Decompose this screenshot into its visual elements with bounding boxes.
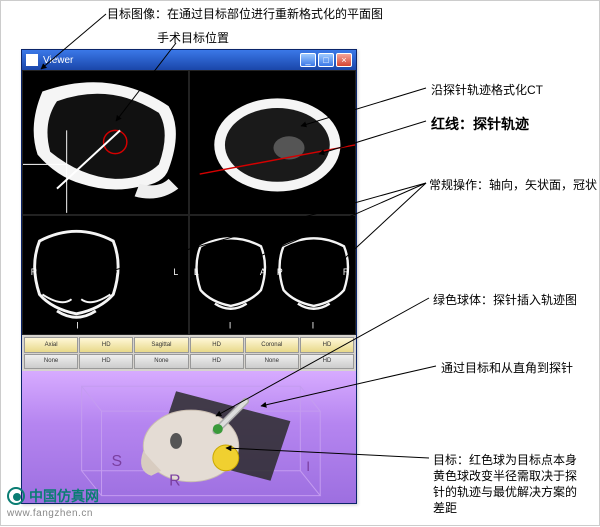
ctrl-hd2[interactable]: HD [190,337,244,353]
ctrl-axial[interactable]: Axial [24,337,78,353]
ct-pane-oblique[interactable] [189,70,356,215]
ctrl-hd1b[interactable]: HD [79,354,133,370]
annotation-surgery-position: 手术目标位置 [157,29,229,46]
close-button[interactable]: × [336,53,352,67]
window-title: Viewer [43,55,300,66]
ct-pane-sagittal[interactable] [22,70,189,215]
label-R: R [31,267,37,277]
annotation-redline: 红线：探针轨迹 [431,114,529,134]
viewer-window: Viewer _ □ × [21,49,357,504]
ct-pane-coronal-right[interactable]: L A I P R I [189,215,356,335]
annotation-through-target: 通过目标和从直角到探针 [441,359,573,376]
ctrl-hd2b[interactable]: HD [190,354,244,370]
ctrl-coronal[interactable]: Coronal [245,337,299,353]
ctrl-sagittal[interactable]: Sagittal [134,337,188,353]
ctrl-hd1[interactable]: HD [79,337,133,353]
watermark-url: www.fangzhen.cn [7,508,99,519]
ctrl-hd3[interactable]: HD [300,337,354,353]
view3d-label-R: R [169,473,180,490]
view3d-panel[interactable]: S R I [22,371,356,503]
label-I: I [76,320,78,330]
annotation-target-desc3: 针的轨迹与最优解决方案的 [433,483,577,500]
label-P: P [276,267,282,277]
ctrl-none2[interactable]: None [134,354,188,370]
watermark: 中国仿真网 www.fangzhen.cn [7,486,99,519]
annotation-target-image: 目标图像：在通过目标部位进行重新格式化的平面图 [107,5,383,22]
label-R2: R [342,267,348,277]
view3d-label-S: S [111,453,122,470]
watermark-name: 中国仿真网 [29,486,99,506]
app-icon [26,54,38,66]
minimize-button[interactable]: _ [300,53,316,67]
label-I2: I [311,320,313,330]
ctrl-hd3b[interactable]: HD [300,354,354,370]
controls-strip: Axial None HD HD Sagittal None HD HD Cor… [22,335,356,371]
label-I: I [229,320,231,330]
label-L: L [173,267,178,277]
ct-grid: R L I L A I P R I [22,70,356,335]
watermark-logo-icon [7,487,25,505]
annotation-green-sphere: 绿色球体：探针插入轨迹图 [433,291,577,308]
maximize-button[interactable]: □ [318,53,334,67]
annotation-target-desc4: 差距 [433,499,457,516]
annotation-reformat-ct: 沿探针轨迹格式化CT [431,81,543,98]
annotation-normal-ops: 常规操作：轴向，矢状面，冠状 [429,176,597,193]
titlebar[interactable]: Viewer _ □ × [22,50,356,70]
ctrl-none1[interactable]: None [24,354,78,370]
annotation-target-desc2: 黄色球改变半径需取决于探 [433,467,577,484]
annotation-target-desc1: 目标：红色球为目标点本身 [433,451,577,468]
ct-pane-coronal-left[interactable]: R L I [22,215,189,335]
view3d-label-I: I [306,458,310,474]
label-L: L [194,267,199,277]
label-A: A [260,267,266,277]
ctrl-none3[interactable]: None [245,354,299,370]
